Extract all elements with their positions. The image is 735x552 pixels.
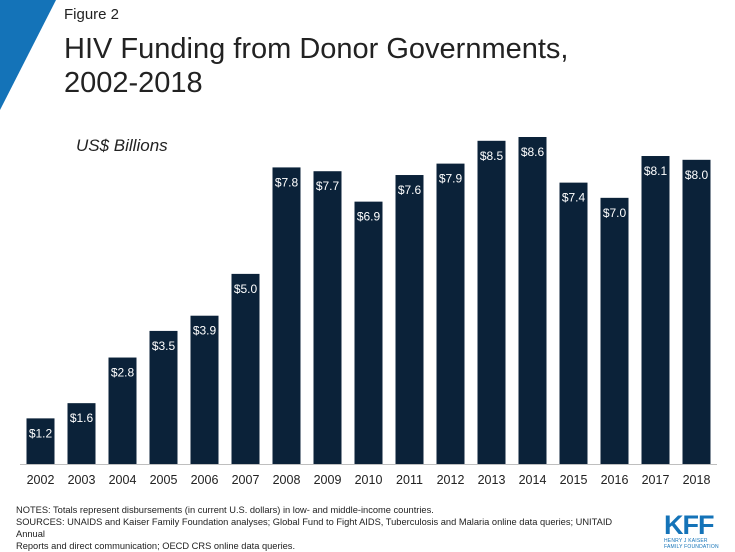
- x-tick-label-2003: 2003: [68, 473, 96, 487]
- x-tick-label-2018: 2018: [683, 473, 711, 487]
- bar-2016: [600, 197, 629, 464]
- data-label-2010: $6.9: [357, 210, 381, 224]
- bar-2007: [231, 273, 260, 464]
- data-label-2008: $7.8: [275, 175, 299, 189]
- x-tick-label-2015: 2015: [560, 473, 588, 487]
- x-tick-label-2013: 2013: [478, 473, 506, 487]
- data-label-2004: $2.8: [111, 366, 135, 380]
- data-label-2005: $3.5: [152, 339, 176, 353]
- x-tick-label-2011: 2011: [396, 473, 423, 487]
- notes-text: NOTES: Totals represent disbursements (i…: [16, 505, 434, 515]
- x-tick-label-2016: 2016: [601, 473, 629, 487]
- kff-logo-mark: KFF: [664, 510, 714, 540]
- x-tick-label-2009: 2009: [314, 473, 342, 487]
- x-tick-label-2004: 2004: [109, 473, 137, 487]
- data-label-2012: $7.9: [439, 172, 463, 186]
- data-label-2011: $7.6: [398, 183, 422, 197]
- bar-2002: [26, 418, 55, 464]
- bar-2017: [641, 156, 670, 464]
- kff-logo-subtitle-2: FAMILY FOUNDATION: [664, 544, 719, 550]
- bar-2004: [108, 357, 137, 464]
- x-tick-label-2002: 2002: [27, 473, 55, 487]
- data-label-2002: $1.2: [29, 426, 53, 440]
- data-label-2006: $3.9: [193, 324, 217, 338]
- y-axis-unit-label: US$ Billions: [76, 136, 168, 155]
- kff-logo-subtitle-1: HENRY J KAISER: [664, 538, 708, 544]
- data-label-2007: $5.0: [234, 282, 258, 296]
- bar-2010: [354, 201, 383, 465]
- x-tick-label-2010: 2010: [355, 473, 383, 487]
- data-label-2009: $7.7: [316, 179, 340, 193]
- x-tick-label-2008: 2008: [273, 473, 301, 487]
- data-label-2003: $1.6: [70, 411, 94, 425]
- bar-chart: $1.2 2002 $1.6 2003 $2.8 2004 $3.5 2005 $3.9 2006…: [20, 137, 717, 487]
- chart-title-line-2: 2002-2018: [64, 67, 203, 99]
- x-tick-label-2017: 2017: [642, 473, 670, 487]
- bar-2009: [313, 171, 342, 464]
- corner-accent-triangle: [0, 0, 56, 110]
- data-label-2018: $8.0: [685, 168, 709, 182]
- x-tick-label-2014: 2014: [519, 473, 547, 487]
- footer-notes: NOTES: Totals represent disbursements (i…: [16, 504, 636, 552]
- bar-2005: [149, 330, 178, 464]
- sources-text-line-2: Reports and direct communication; OECD C…: [16, 541, 296, 551]
- data-label-2016: $7.0: [603, 206, 627, 220]
- bar-2015: [559, 182, 588, 464]
- bar-2011: [395, 175, 424, 464]
- data-label-2014: $8.6: [521, 145, 545, 159]
- bar-2003: [67, 403, 96, 464]
- x-tick-label-2007: 2007: [232, 473, 260, 487]
- bar-2008: [272, 167, 301, 464]
- kff-logo: KFF HENRY J KAISER FAMILY FOUNDATION: [664, 510, 724, 551]
- data-label-2013: $8.5: [480, 149, 504, 163]
- data-label-2017: $8.1: [644, 164, 668, 178]
- bar-2006: [190, 315, 219, 464]
- bar-2018: [682, 159, 711, 464]
- bar-2014: [518, 137, 547, 464]
- chart-title-line-1: HIV Funding from Donor Governments,: [64, 33, 569, 65]
- chart-title: HIV Funding from Donor Governments, 2002…: [64, 32, 684, 100]
- bar-2012: [436, 163, 465, 464]
- x-tick-label-2005: 2005: [150, 473, 178, 487]
- data-label-2015: $7.4: [562, 191, 586, 205]
- sources-text-line-1: SOURCES: UNAIDS and Kaiser Family Founda…: [16, 517, 613, 539]
- figure-label: Figure 2: [64, 6, 120, 23]
- bar-2013: [477, 140, 506, 465]
- x-tick-label-2012: 2012: [437, 473, 465, 487]
- x-tick-label-2006: 2006: [191, 473, 219, 487]
